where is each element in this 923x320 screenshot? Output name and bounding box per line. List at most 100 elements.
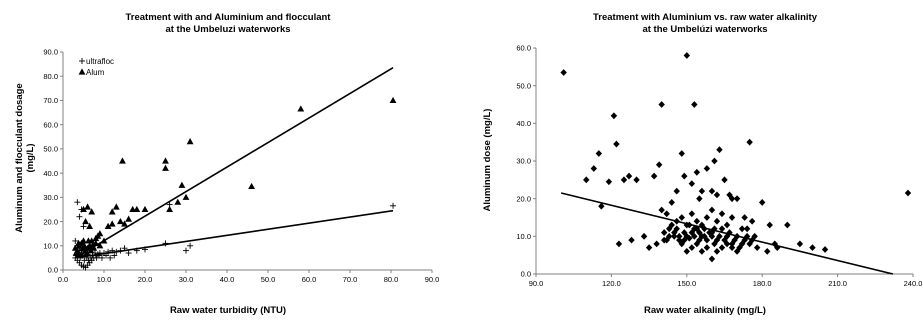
alum-data-point — [186, 138, 194, 145]
series-data-point — [673, 187, 680, 195]
alum-data-point — [119, 157, 126, 164]
series-data-point — [726, 229, 733, 236]
series-data-point — [605, 178, 613, 186]
series-data-point — [736, 244, 743, 252]
chart2-x-tick-label: 90.0 — [529, 279, 544, 288]
chart2-x-tick-label: 150.0 — [677, 279, 696, 288]
alum-data-point — [108, 208, 116, 215]
ultrafloc-data-point — [72, 237, 79, 244]
series-data-point — [716, 146, 723, 154]
ultrafloc-data-point — [74, 199, 81, 206]
alum-data-point — [121, 220, 128, 227]
alum-data-point — [125, 215, 132, 222]
alum-data-point — [72, 249, 80, 256]
series-data-point — [738, 225, 746, 233]
series-data-point — [683, 52, 690, 59]
alum-data-point — [166, 205, 173, 213]
chart1-x-tick-label: 30.0 — [179, 275, 194, 284]
alum-data-point — [85, 237, 92, 244]
series-data-point — [653, 240, 660, 248]
chart1-x-tick-label: 60.0 — [302, 275, 317, 284]
series-data-point — [718, 244, 726, 252]
series-data-point — [728, 244, 736, 252]
ultrafloc-data-point — [76, 213, 83, 220]
series-data-point — [784, 221, 791, 229]
series-data-point — [708, 255, 716, 263]
series-data-point — [688, 244, 696, 252]
chart1-y-tick-label: 30.0 — [43, 193, 58, 202]
alum-data-point — [248, 182, 255, 190]
chart2-y-tick-label: 0.0 — [521, 270, 531, 279]
series-data-point — [713, 191, 721, 199]
legend-label-alum: Alum — [86, 68, 105, 77]
series-data-point — [728, 195, 736, 203]
series-data-point — [904, 189, 912, 197]
chart1-x-tick-label: 40.0 — [220, 275, 235, 284]
alum-data-point — [83, 249, 91, 256]
series-data-point — [723, 240, 731, 248]
series-data-point — [703, 244, 711, 252]
series-data-point — [676, 232, 683, 240]
ultrafloc-data-point — [98, 254, 105, 261]
series-data-point — [771, 240, 778, 248]
series-data-point — [583, 176, 590, 184]
series-data-point — [703, 236, 711, 244]
chart2-y-axis-label: Aluminum dose (mg/L) — [482, 109, 493, 212]
series-data-point — [658, 206, 665, 214]
series-data-point — [633, 176, 640, 184]
series-data-point — [716, 232, 723, 240]
chart1-y-tick-label: 80.0 — [43, 72, 58, 81]
alum-data-point — [141, 205, 149, 213]
series-data-point — [718, 225, 726, 233]
ultrafloc-data-point — [105, 248, 112, 255]
series-data-point — [703, 165, 711, 172]
ultrafloc-trend-line — [75, 209, 394, 259]
series-data-point — [590, 165, 598, 172]
series-data-point — [741, 214, 748, 221]
chart1-y-tick-label: 40.0 — [43, 169, 58, 178]
series-data-point — [766, 221, 773, 229]
series-data-point — [696, 236, 703, 244]
series-data-point — [693, 240, 701, 248]
series-data-point — [809, 244, 816, 252]
series-data-point — [703, 214, 711, 221]
series-data-point — [613, 140, 620, 148]
alum-data-point — [96, 242, 104, 249]
alum-data-point — [297, 105, 305, 112]
alum-data-point — [92, 234, 100, 242]
series-data-point — [711, 157, 718, 165]
turbidity-chart: Treatment with and Aluminium and floccul… — [14, 12, 439, 316]
legend-marker-alum — [78, 68, 86, 75]
series-data-point — [668, 199, 675, 206]
series-data-point — [721, 176, 728, 184]
chart1-y-axis-label: Aluminum and flocculant dosage — [14, 83, 25, 232]
chart1-x-tick-label: 90.0 — [425, 275, 440, 284]
alum-data-point — [112, 203, 120, 210]
chart2-y-tick-label: 40.0 — [516, 119, 531, 128]
chart1-legend: ultrafloc Alum — [78, 57, 114, 77]
ultrafloc-data-point — [107, 254, 114, 261]
series-data-point — [560, 69, 567, 76]
series-data-point — [796, 240, 804, 248]
chart2-y-tick-label: 20.0 — [516, 194, 531, 203]
series-data-point — [683, 232, 690, 240]
series-data-point — [671, 229, 678, 236]
ultrafloc-data-point — [390, 202, 397, 209]
alum-data-point — [80, 237, 87, 244]
series-data-point — [620, 176, 628, 184]
series-data-point — [723, 232, 731, 240]
chart1-y-axis-unit: (mg/L) — [25, 143, 36, 172]
chart1-x-tick-label: 20.0 — [138, 275, 153, 284]
series-data-point — [713, 236, 721, 244]
series-data-point — [691, 225, 698, 233]
series-data-point — [678, 214, 685, 221]
alum-data-point — [117, 217, 124, 225]
series-data-point — [718, 210, 726, 218]
alum-data-point — [96, 230, 104, 237]
chart1-y-tick-label: 70.0 — [43, 96, 58, 105]
series-data-point — [764, 248, 771, 255]
series-trend-line — [560, 192, 894, 275]
series-data-point — [688, 210, 696, 218]
series-data-point — [723, 221, 731, 229]
alum-data-point — [162, 157, 169, 164]
